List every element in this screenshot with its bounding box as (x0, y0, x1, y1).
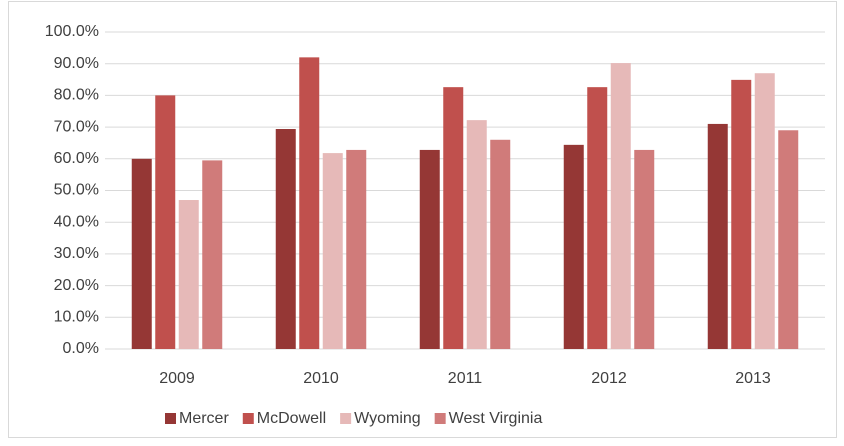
bar (466, 120, 487, 349)
y-tick-label: 60.0% (54, 150, 99, 167)
y-tick-label: 30.0% (54, 245, 99, 262)
x-tick-label: 2010 (303, 370, 339, 387)
y-tick-label: 50.0% (54, 182, 99, 199)
bar (155, 95, 176, 350)
bar (419, 149, 440, 349)
bar (754, 73, 775, 350)
bar (299, 57, 320, 350)
y-tick-label: 40.0% (54, 213, 99, 230)
legend-swatch (242, 413, 254, 424)
legend-label: Mercer (179, 410, 229, 427)
legend-label: McDowell (257, 410, 326, 427)
x-tick-label: 2012 (591, 370, 627, 387)
legend-swatch (434, 413, 446, 424)
legend-label: Wyoming (354, 410, 421, 427)
bar (178, 200, 199, 349)
legend-swatch (165, 413, 176, 424)
legend-label: West Virginia (449, 410, 543, 427)
bar (322, 153, 343, 349)
x-tick-label: 2011 (448, 370, 483, 387)
bar (346, 149, 367, 349)
bar (131, 158, 152, 349)
bar (707, 123, 728, 350)
y-tick-label: 70.0% (54, 118, 99, 135)
y-tick-label: 0.0% (63, 340, 99, 357)
x-tick-label: 2013 (735, 370, 771, 387)
bar (587, 87, 608, 350)
bar (443, 87, 464, 350)
x-tick-label: 2009 (159, 370, 195, 387)
y-tick-label: 100.0% (45, 23, 99, 40)
y-tick-label: 20.0% (54, 277, 99, 294)
bar (778, 130, 799, 349)
bar (563, 144, 584, 349)
bar (634, 149, 655, 349)
y-tick-label: 90.0% (54, 55, 99, 72)
bar (490, 139, 511, 349)
legend-swatch (340, 413, 352, 424)
bar (610, 63, 631, 349)
bar (275, 129, 296, 349)
y-tick-label: 10.0% (54, 309, 99, 326)
bar (202, 160, 223, 349)
bar (731, 79, 752, 349)
y-tick-label: 80.0% (54, 87, 99, 104)
